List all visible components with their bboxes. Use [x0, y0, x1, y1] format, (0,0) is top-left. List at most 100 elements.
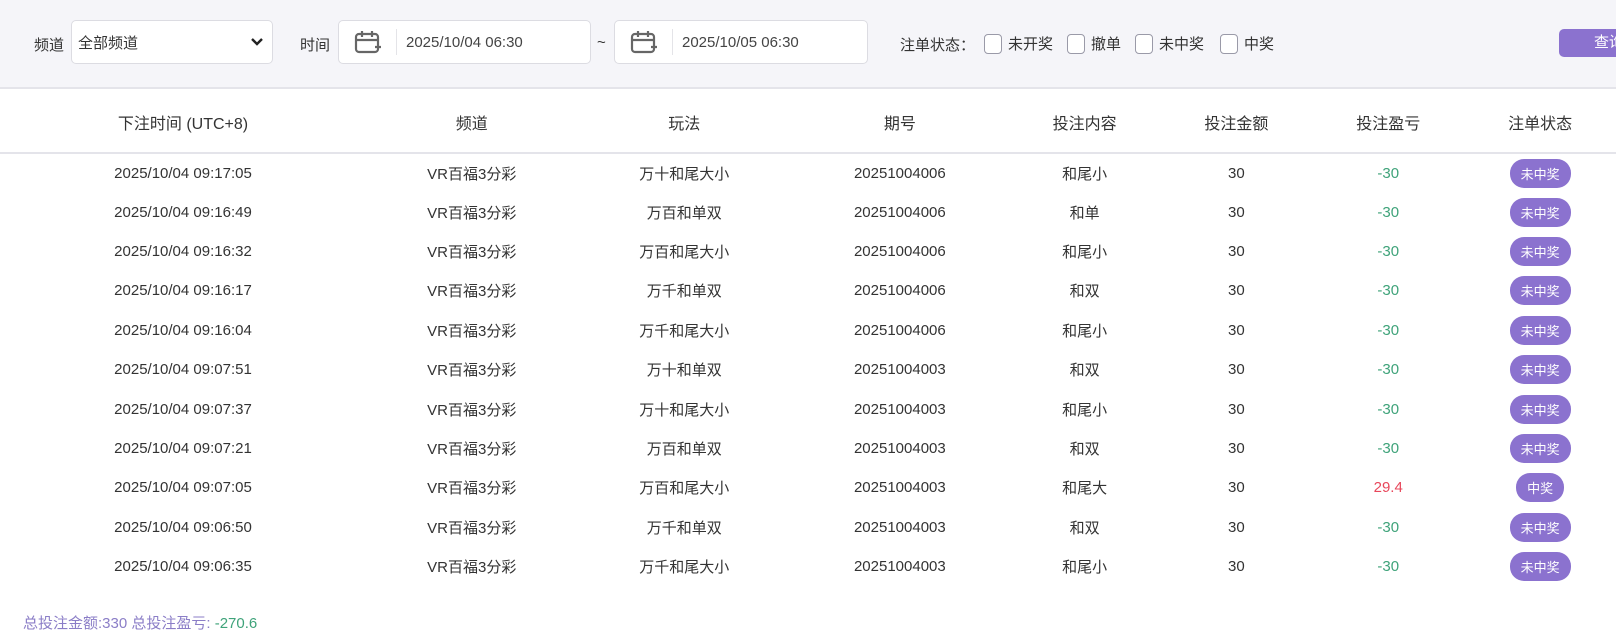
status-badge: 未中奖: [1509, 433, 1571, 463]
profit-loss-cell: -30: [1377, 164, 1400, 182]
cell: 和尾小: [1062, 559, 1108, 577]
totals-summary: 总投注金额:330 总投注盈亏: -270.6: [23, 612, 257, 633]
cell: 万十和尾大小: [639, 165, 730, 183]
cell: 和尾大: [1062, 480, 1108, 498]
chevron-down-icon: [251, 38, 263, 46]
cell: 未中奖: [1464, 311, 1616, 350]
cell: 30: [1228, 282, 1245, 300]
cell: 和双: [1069, 440, 1100, 458]
cell: 20251004003: [853, 558, 946, 576]
cell: 2025/10/04 09:16:04: [114, 321, 252, 339]
status-checkbox-pending[interactable]: 未开奖: [984, 33, 1053, 54]
query-button[interactable]: 查询: [1559, 29, 1616, 57]
status-badge: 中奖: [1516, 473, 1565, 503]
range-separator: ~: [597, 34, 606, 51]
column-header: 玩法: [577, 91, 792, 154]
profit-loss-cell: 29.4: [1373, 479, 1403, 497]
cell: 30: [1228, 203, 1245, 221]
profit-loss-cell: -30: [1377, 518, 1400, 536]
checkbox[interactable]: [1067, 33, 1085, 54]
profit-loss-cell: -30: [1377, 558, 1400, 576]
status-label: 注单状态：: [900, 37, 976, 54]
cell: 未中奖: [1464, 350, 1616, 389]
table-row: 2025/10/04 09:16:32 VR百福3分彩 万百和尾大小 20251004…: [0, 232, 1616, 271]
start-date-value: 2025/10/04 06:30: [406, 33, 523, 51]
table-row: 2025/10/04 09:16:17 VR百福3分彩 万千和单双 202510040…: [0, 271, 1616, 310]
status-badge: 未中奖: [1509, 236, 1571, 266]
cell: 20251004003: [853, 400, 946, 418]
table-row: 2025/10/04 09:17:05 VR百福3分彩 万十和尾大小 20251004…: [0, 153, 1616, 192]
profit-loss-cell: -30: [1377, 203, 1400, 221]
cell: VR百福3分彩: [427, 165, 517, 183]
cell: VR百福3分彩: [427, 322, 517, 340]
cell: 20251004003: [853, 439, 946, 457]
table-row: 2025/10/04 09:06:35 VR百福3分彩 万千和尾大小 20251004…: [0, 547, 1616, 586]
cell: 2025/10/04 09:06:50: [114, 518, 252, 536]
channel-select[interactable]: 全部频道: [71, 20, 273, 64]
cell: 万千和单双: [646, 283, 722, 301]
cell: 30: [1228, 439, 1245, 457]
filter-bar: 频道 全部频道 时间 2025/10/04 06:30 ~ 2025/10/05…: [0, 0, 1616, 89]
profit-loss-cell: -30: [1377, 321, 1400, 339]
table-row: 2025/10/04 09:07:51 VR百福3分彩 万十和单双 202510040…: [0, 350, 1616, 389]
cell: 万十和单双: [646, 362, 722, 380]
profit-loss-cell: -30: [1377, 242, 1400, 260]
cell: VR百福3分彩: [427, 283, 517, 301]
cell: VR百福3分彩: [427, 440, 517, 458]
cell: 20251004003: [853, 518, 946, 536]
column-header: 投注内容: [1008, 91, 1161, 154]
status-badge: 未中奖: [1509, 394, 1571, 424]
cell: 万百和单双: [646, 440, 722, 458]
calendar-icon: [339, 29, 397, 55]
bet-records-table: 下注时间 (UTC+8) 频道 玩法 期号 投注内容 投注金额 投注盈亏 注单状态 2025/…: [0, 91, 1616, 586]
cell: 万百和单双: [646, 204, 722, 222]
cell: 未中奖: [1464, 508, 1616, 547]
status-checkbox-lost[interactable]: 未中奖: [1135, 33, 1204, 54]
column-header: 频道: [366, 91, 578, 154]
checkbox[interactable]: [1220, 33, 1238, 54]
status-checkbox-won[interactable]: 中奖: [1220, 33, 1274, 54]
cell: 未中奖: [1464, 547, 1616, 586]
table-row: 2025/10/04 09:16:49 VR百福3分彩 万百和单双 202510040…: [0, 192, 1616, 231]
column-header: 注单状态: [1464, 91, 1616, 154]
column-header: 期号: [791, 91, 1009, 154]
cell: 未中奖: [1464, 271, 1616, 310]
cell: 2025/10/04 09:07:37: [114, 400, 252, 418]
cell: 和尾小: [1062, 322, 1108, 340]
cell: VR百福3分彩: [427, 204, 517, 222]
cell: 30: [1228, 321, 1245, 339]
cell: 和双: [1069, 519, 1100, 537]
cell: 未中奖: [1464, 192, 1616, 231]
cell: 和尾小: [1062, 401, 1108, 419]
cell: 2025/10/04 09:16:49: [114, 203, 252, 221]
status-checkbox-cancelled[interactable]: 撤单: [1067, 33, 1121, 54]
table-row: 2025/10/04 09:16:04 VR百福3分彩 万千和尾大小 20251004…: [0, 311, 1616, 350]
cell: 20251004003: [853, 361, 946, 379]
checkbox[interactable]: [1135, 33, 1153, 54]
profit-loss-cell: -30: [1377, 282, 1400, 300]
cell: 和尾小: [1062, 243, 1108, 261]
start-date-input[interactable]: 2025/10/04 06:30: [338, 20, 591, 64]
totals-label: 总投注金额:330 总投注盈亏:: [23, 615, 215, 632]
table-row: 2025/10/04 09:06:50 VR百福3分彩 万千和单双 202510040…: [0, 508, 1616, 547]
cell: 万百和尾大小: [639, 480, 730, 498]
table-row: 2025/10/04 09:07:37 VR百福3分彩 万十和尾大小 20251004…: [0, 389, 1616, 428]
status-badge: 未中奖: [1509, 512, 1571, 542]
cell: 20251004006: [853, 164, 946, 182]
table-row: 2025/10/04 09:07:21 VR百福3分彩 万百和单双 202510040…: [0, 429, 1616, 468]
column-header: 下注时间 (UTC+8): [0, 91, 366, 154]
cell: 未中奖: [1464, 429, 1616, 468]
cell: 万千和单双: [646, 519, 722, 537]
checkbox-label: 中奖: [1244, 36, 1275, 53]
checkbox[interactable]: [984, 33, 1002, 54]
cell: 30: [1228, 242, 1245, 260]
status-badge: 未中奖: [1509, 552, 1571, 582]
status-badge: 未中奖: [1509, 158, 1571, 188]
time-label: 时间: [300, 37, 331, 54]
cell: 2025/10/04 09:16:32: [114, 242, 252, 260]
end-date-input[interactable]: 2025/10/05 06:30: [614, 20, 868, 64]
cell: 万千和尾大小: [639, 559, 730, 577]
channel-value: 全部频道: [78, 34, 139, 52]
cell: 30: [1228, 400, 1245, 418]
cell: 未中奖: [1464, 232, 1616, 271]
